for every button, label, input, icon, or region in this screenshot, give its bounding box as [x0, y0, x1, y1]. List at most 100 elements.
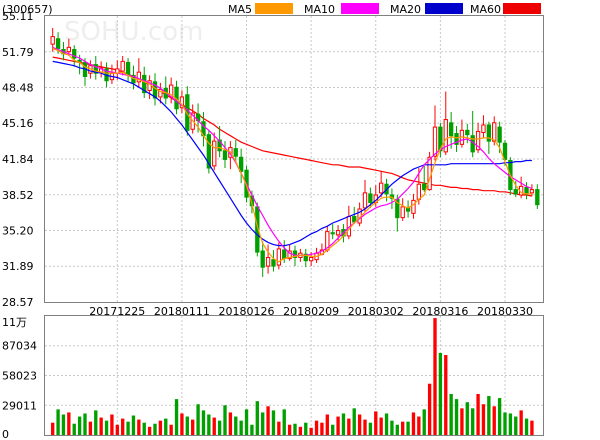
candle-down	[535, 189, 540, 206]
candle-up	[136, 71, 142, 83]
volume-bar	[147, 426, 152, 435]
candle-down	[93, 64, 98, 74]
volume-bar	[336, 416, 340, 435]
candle-up	[120, 60, 125, 72]
legend-swatch-ma10	[341, 3, 379, 14]
price-tick-label: 45.16	[2, 117, 34, 130]
volume-frame	[44, 315, 544, 436]
volume-bar	[174, 399, 179, 435]
candle-down	[206, 134, 212, 169]
volume-bars	[51, 318, 534, 435]
ma5-line	[52, 47, 532, 263]
candle-up	[411, 199, 416, 214]
price-frame	[44, 15, 544, 303]
volume-bar	[191, 419, 195, 435]
volume-bar	[374, 411, 378, 435]
volume-bar	[395, 424, 399, 435]
ma-layer	[52, 46, 533, 263]
legend-label-ma60: MA60	[470, 3, 501, 16]
watermark: SOHU.com	[64, 17, 203, 47]
candle-down	[513, 189, 518, 195]
volume-bar	[471, 408, 475, 435]
volume-bar	[56, 409, 60, 435]
legend-label-ma20: MA20	[390, 3, 421, 16]
volume-bar	[427, 383, 432, 435]
volume-bar	[164, 418, 168, 435]
volume-bar	[497, 398, 502, 435]
candle-up	[362, 192, 368, 209]
volume-unit-label: 11万	[2, 316, 27, 329]
volume-bar	[271, 410, 276, 435]
volume-bar	[492, 406, 496, 435]
candle-up	[158, 88, 163, 98]
volume-bar	[401, 421, 405, 435]
volume-bar	[444, 355, 448, 435]
volume-bar	[384, 413, 389, 435]
price-tick-label: 35.20	[2, 225, 34, 238]
volume-grid	[45, 316, 543, 435]
volume-bar	[99, 417, 103, 435]
price-tick-label: 38.52	[2, 189, 34, 202]
ma10-line	[52, 46, 533, 256]
candle-down	[260, 250, 265, 268]
volume-bar	[347, 418, 351, 435]
date-tick-label: 20171225	[89, 305, 145, 318]
candle-up	[335, 230, 341, 236]
volume-tick-label: 29011	[2, 399, 37, 412]
volume-bar	[261, 412, 265, 435]
stock-code: (300657)	[2, 3, 53, 16]
candle-down	[55, 38, 61, 49]
volume-bar	[180, 413, 184, 435]
volume-bar	[487, 396, 491, 435]
candle-down	[233, 148, 238, 157]
price-tick-label: 51.79	[2, 46, 34, 59]
volume-bar	[363, 419, 367, 435]
date-tick-label: 20180209	[283, 305, 339, 318]
volume-bar	[61, 414, 66, 435]
candle-up	[475, 130, 481, 151]
candle-up	[212, 140, 217, 167]
volume-tick-label: 58023	[2, 369, 37, 382]
volume-bar	[137, 419, 141, 435]
date-axis-labels: 20171225 20180111 20180126 20180209 20180302…	[89, 305, 533, 318]
price-tick-label: 41.84	[2, 153, 34, 166]
volume-bar	[115, 424, 119, 435]
candle-down	[524, 186, 529, 195]
volume-bar	[314, 420, 319, 435]
volume-bar	[433, 318, 437, 435]
volume-bar	[77, 416, 82, 435]
volume-tick-label: 87034	[2, 340, 37, 353]
candle-down	[497, 126, 502, 143]
volume-bar	[223, 405, 227, 435]
candle-down	[282, 249, 287, 260]
volume-bar	[503, 412, 507, 435]
volume-bar	[514, 416, 518, 435]
volume-bar	[72, 423, 76, 435]
volume-bar	[438, 352, 443, 435]
volume-bar	[126, 421, 130, 435]
price-axis-labels: 55.11 51.79 48.48 45.16 41.84 38.52 35.20 31.89…	[2, 10, 34, 309]
volume-bar	[110, 414, 114, 435]
volume-bar	[239, 420, 243, 435]
volume-bar	[282, 409, 286, 435]
volume-bar	[293, 423, 297, 435]
candle-down	[217, 139, 222, 152]
price-tick-label: 31.89	[2, 260, 34, 273]
volume-bar	[234, 416, 238, 435]
volume-bar	[94, 410, 98, 435]
volume-bar	[67, 412, 71, 435]
volume-bar	[530, 420, 534, 435]
candle-down	[352, 216, 357, 223]
candle-down	[125, 61, 131, 75]
volume-bar	[309, 427, 313, 435]
date-tick-label: 20180316	[412, 305, 468, 318]
candle-up	[481, 124, 486, 133]
volume-bar	[228, 412, 233, 435]
volume-bar	[104, 420, 109, 435]
candle-up	[443, 119, 448, 153]
candle-down	[142, 74, 147, 94]
candle-down	[77, 59, 82, 62]
candle-down	[222, 150, 228, 160]
legend-swatch-ma5	[255, 3, 293, 14]
volume-bar	[266, 406, 270, 435]
